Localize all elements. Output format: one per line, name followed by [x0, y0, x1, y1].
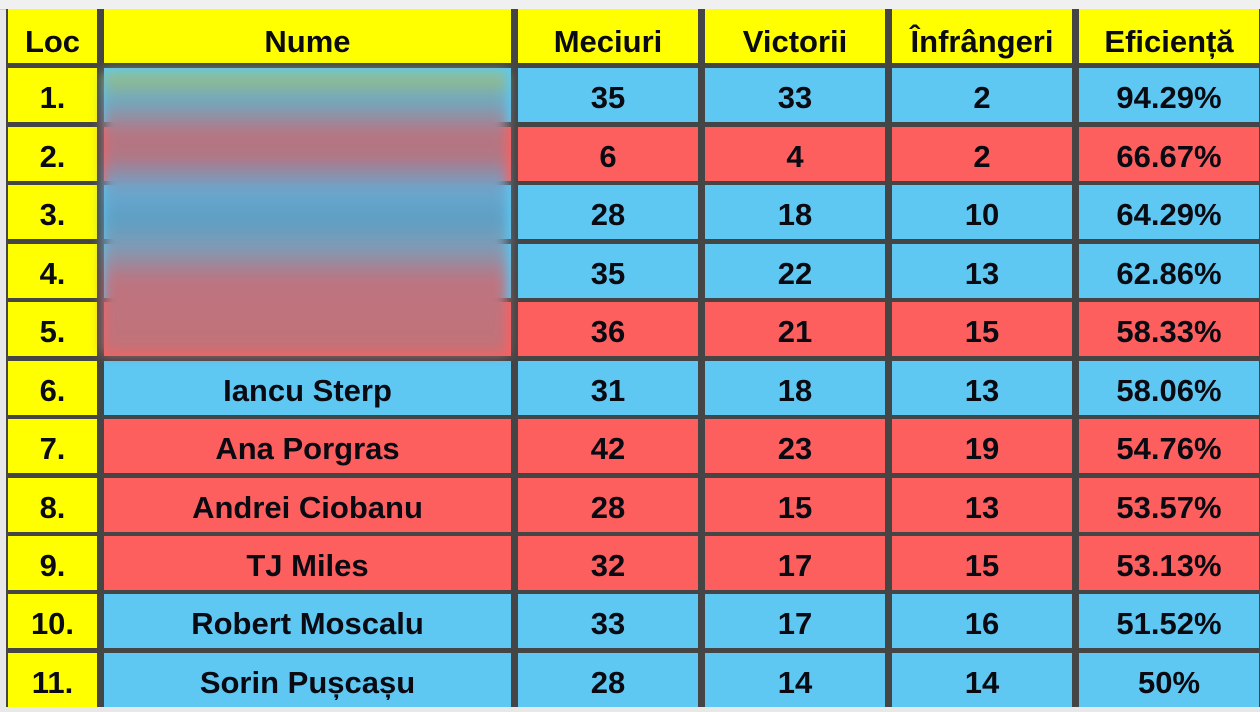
cell-eficienta[interactable]: 58.06% — [1079, 360, 1259, 415]
header-loc[interactable]: Loc — [8, 9, 97, 63]
cell-meciuri[interactable]: 42 — [518, 419, 698, 474]
header-victorii[interactable]: Victorii — [705, 9, 885, 63]
redacted-names-blur — [103, 72, 507, 354]
cell-eficienta[interactable]: 53.57% — [1079, 477, 1259, 532]
cell-victorii[interactable]: 21 — [705, 302, 885, 357]
cell-infrangeri[interactable]: 13 — [892, 477, 1072, 532]
cell-meciuri[interactable]: 36 — [518, 302, 698, 357]
cell-victorii[interactable]: 17 — [705, 535, 885, 590]
cell-loc[interactable]: 1. — [8, 68, 97, 123]
cell-meciuri[interactable]: 28 — [518, 477, 698, 532]
cell-victorii[interactable]: 4 — [705, 126, 885, 181]
cell-meciuri[interactable]: 33 — [518, 594, 698, 649]
cell-loc[interactable]: 11. — [8, 652, 97, 707]
cell-name[interactable]: Andrei Ciobanu — [104, 477, 511, 532]
cell-name[interactable]: TJ Miles — [104, 535, 511, 590]
cell-victorii[interactable]: 33 — [705, 68, 885, 123]
cell-name[interactable]: Sorin Pușcașu — [104, 652, 511, 707]
cell-name[interactable]: Ana Porgras — [104, 419, 511, 474]
cell-infrangeri[interactable]: 2 — [892, 68, 1072, 123]
cell-infrangeri[interactable]: 15 — [892, 302, 1072, 357]
header-meciuri[interactable]: Meciuri — [518, 9, 698, 63]
cell-loc[interactable]: 9. — [8, 535, 97, 590]
cell-eficienta[interactable]: 62.86% — [1079, 243, 1259, 298]
cell-meciuri[interactable]: 35 — [518, 68, 698, 123]
cell-infrangeri[interactable]: 13 — [892, 243, 1072, 298]
cell-name[interactable]: Robert Moscalu — [104, 594, 511, 649]
cell-loc[interactable]: 3. — [8, 185, 97, 240]
cell-victorii[interactable]: 18 — [705, 360, 885, 415]
cell-infrangeri[interactable]: 2 — [892, 126, 1072, 181]
cell-loc[interactable]: 4. — [8, 243, 97, 298]
cell-eficienta[interactable]: 51.52% — [1079, 594, 1259, 649]
cell-loc[interactable]: 7. — [8, 419, 97, 474]
cell-infrangeri[interactable]: 10 — [892, 185, 1072, 240]
cell-loc[interactable]: 10. — [8, 594, 97, 649]
cell-eficienta[interactable]: 66.67% — [1079, 126, 1259, 181]
header-infrangeri[interactable]: Înfrângeri — [892, 9, 1072, 63]
cell-name[interactable]: Iancu Sterp — [104, 360, 511, 415]
cell-victorii[interactable]: 18 — [705, 185, 885, 240]
cell-eficienta[interactable]: 94.29% — [1079, 68, 1259, 123]
standings-table: Loc Nume Meciuri Victorii Înfrângeri Efi… — [6, 9, 1260, 707]
cell-loc[interactable]: 5. — [8, 302, 97, 357]
cell-meciuri[interactable]: 35 — [518, 243, 698, 298]
header-eficienta[interactable]: Eficiență — [1079, 9, 1259, 63]
cell-loc[interactable]: 8. — [8, 477, 97, 532]
cell-infrangeri[interactable]: 16 — [892, 594, 1072, 649]
cell-eficienta[interactable]: 54.76% — [1079, 419, 1259, 474]
cell-loc[interactable]: 2. — [8, 126, 97, 181]
cell-victorii[interactable]: 23 — [705, 419, 885, 474]
cell-eficienta[interactable]: 53.13% — [1079, 535, 1259, 590]
cell-victorii[interactable]: 17 — [705, 594, 885, 649]
cell-infrangeri[interactable]: 13 — [892, 360, 1072, 415]
cell-meciuri[interactable]: 28 — [518, 185, 698, 240]
cell-infrangeri[interactable]: 15 — [892, 535, 1072, 590]
cell-meciuri[interactable]: 28 — [518, 652, 698, 707]
cell-meciuri[interactable]: 32 — [518, 535, 698, 590]
cell-infrangeri[interactable]: 19 — [892, 419, 1072, 474]
cell-meciuri[interactable]: 31 — [518, 360, 698, 415]
cell-victorii[interactable]: 14 — [705, 652, 885, 707]
cell-eficienta[interactable]: 64.29% — [1079, 185, 1259, 240]
cell-victorii[interactable]: 15 — [705, 477, 885, 532]
cell-victorii[interactable]: 22 — [705, 243, 885, 298]
cell-eficienta[interactable]: 58.33% — [1079, 302, 1259, 357]
cell-loc[interactable]: 6. — [8, 360, 97, 415]
cell-meciuri[interactable]: 6 — [518, 126, 698, 181]
header-nume[interactable]: Nume — [104, 9, 511, 63]
cell-eficienta[interactable]: 50% — [1079, 652, 1259, 707]
cell-infrangeri[interactable]: 14 — [892, 652, 1072, 707]
